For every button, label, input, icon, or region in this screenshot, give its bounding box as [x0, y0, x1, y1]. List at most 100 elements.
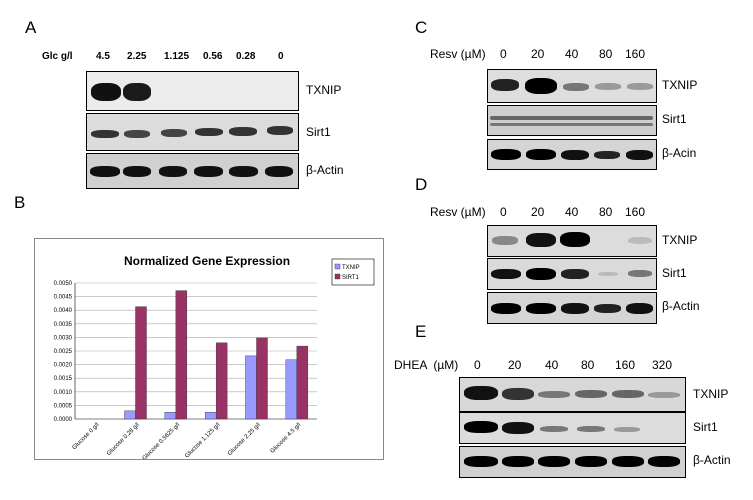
y-tick-label: 0.0020 — [54, 363, 73, 369]
blot-band — [265, 166, 293, 177]
blot-strip-sirt1 — [86, 113, 299, 151]
blot-band — [575, 390, 607, 398]
blot-band — [464, 456, 498, 467]
blot-band — [490, 116, 653, 120]
y-tick-label: 0.0050 — [54, 281, 73, 287]
y-tick-label: 0.0005 — [54, 403, 73, 409]
blot-band — [526, 303, 556, 314]
y-tick-label: 0.0000 — [54, 417, 73, 423]
y-tick-label: 0.0035 — [54, 322, 73, 328]
blot-band — [560, 232, 590, 247]
blot-band — [627, 83, 653, 90]
blot-band — [526, 233, 556, 247]
blot-band — [526, 149, 556, 160]
blot-strip-actin — [487, 139, 657, 170]
row-label: Sirt1 — [693, 420, 718, 434]
blot-band — [491, 149, 521, 160]
y-tick-label: 0.0045 — [54, 295, 73, 301]
blot-band — [561, 303, 589, 314]
lane-label: 0.56 — [203, 51, 223, 62]
blot-band — [598, 272, 618, 276]
blot-band — [612, 456, 644, 467]
legend-box — [331, 258, 375, 286]
lane-label: 80 — [581, 358, 595, 372]
row-label: β-Acin — [662, 146, 697, 160]
bar-txnip — [204, 411, 217, 420]
blot-band — [491, 303, 521, 314]
x-tick-label: Glucose 4.5 g/l — [270, 422, 303, 455]
y-axis-ticks: 0.0000 0.0005 0.0010 0.0015 0.0020 0.0025 0.00… — [54, 281, 73, 423]
condition-label: DHEA (µM) — [394, 358, 459, 372]
bar-sirt1 — [175, 290, 188, 420]
blot-band — [491, 269, 521, 279]
lane-label: 4.5 — [96, 51, 110, 62]
bar-sirt1 — [215, 342, 228, 420]
bar-txnip — [164, 411, 177, 420]
blot-strip-txnip — [487, 225, 657, 257]
bar-txnip — [245, 355, 257, 420]
legend-label: SIRT1 — [342, 275, 360, 281]
blot-strip-actin — [86, 153, 299, 189]
blot-strip-txnip — [487, 69, 657, 103]
blot-band — [502, 422, 534, 434]
blot-band — [123, 83, 151, 101]
row-label: β-Actin — [662, 299, 700, 313]
blot-band — [626, 150, 653, 160]
blot-band — [594, 151, 620, 159]
row-label: TXNIP — [662, 233, 698, 247]
blot-band — [267, 126, 293, 135]
blot-band — [561, 269, 589, 279]
blot-band — [626, 303, 653, 314]
blot-band — [614, 427, 640, 432]
lane-label: 80 — [599, 47, 613, 61]
blot-band — [525, 78, 557, 94]
blot-band — [561, 150, 589, 160]
lane-label: 0 — [500, 205, 507, 219]
row-label: TXNIP — [306, 83, 342, 97]
blot-band — [563, 83, 589, 91]
blot-band — [90, 166, 120, 177]
blot-band — [575, 456, 607, 467]
blot-strip-actin — [487, 292, 657, 324]
blot-strip-sirt1 — [487, 105, 657, 136]
blot-band — [464, 386, 498, 400]
chart-title: Normalized Gene Expression — [124, 254, 290, 268]
lane-label: 160 — [615, 358, 636, 372]
blot-band — [124, 130, 150, 138]
lane-label: 320 — [652, 358, 673, 372]
row-label: Sirt1 — [306, 125, 331, 139]
blot-strip-txnip — [86, 71, 299, 111]
x-tick-label: Glucose 2.25 g/l — [227, 422, 262, 457]
blot-band — [491, 79, 519, 91]
lane-label: 2.25 — [127, 51, 147, 62]
legend-label: TXNIP — [342, 265, 360, 271]
panel-label-c: C — [415, 18, 428, 37]
condition-label: Resv (µM) — [430, 47, 486, 61]
chart-grid — [74, 282, 317, 420]
lane-label: 160 — [625, 205, 646, 219]
panel-label-b: B — [14, 193, 26, 212]
y-tick-label: 0.0025 — [54, 349, 73, 355]
panel-b-chart: Normalized Gene Expression TXNIP SIRT1 0… — [34, 238, 384, 462]
blot-band — [490, 123, 653, 126]
row-label: TXNIP — [693, 387, 729, 401]
blot-strip-actin — [459, 446, 686, 478]
blot-band — [540, 426, 568, 432]
x-tick-label: Glucose 0.5625 g/l — [142, 422, 182, 459]
blot-band — [161, 129, 187, 137]
x-tick-label: Glucose 0.28 g/l — [106, 422, 141, 457]
bar-chart: Normalized Gene Expression TXNIP SIRT1 0… — [54, 254, 375, 462]
blot-band — [229, 166, 258, 177]
row-label: TXNIP — [662, 78, 698, 92]
lane-label: 20 — [508, 358, 522, 372]
y-tick-label: 0.0010 — [54, 390, 73, 396]
blot-band — [577, 426, 605, 432]
blot-band — [492, 236, 518, 245]
bar-sirt1 — [135, 306, 147, 420]
lane-label: 40 — [545, 358, 559, 372]
blot-band — [648, 456, 680, 467]
lane-label: 0 — [278, 51, 284, 62]
blot-strip-sirt1 — [459, 412, 686, 444]
blot-band — [538, 456, 570, 467]
lane-label: 20 — [531, 47, 545, 61]
